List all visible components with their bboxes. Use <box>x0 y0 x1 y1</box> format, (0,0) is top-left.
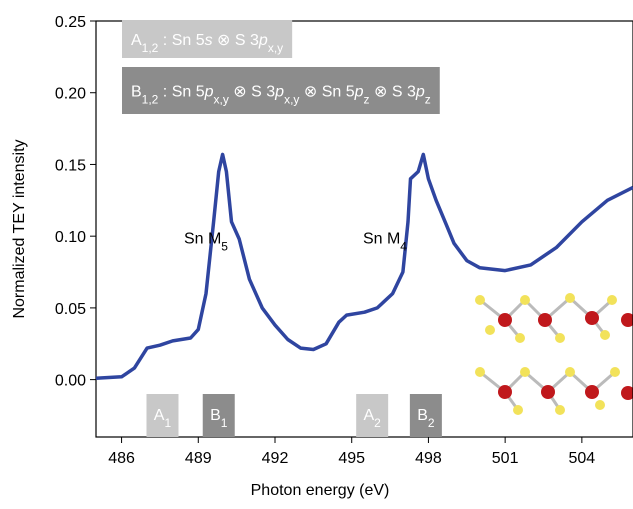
text-run: ⊗ S 3 <box>229 84 275 101</box>
text-run: A <box>154 407 165 424</box>
legend-box-bg <box>122 67 440 114</box>
marker-label: B1 <box>210 407 228 430</box>
marker-box <box>409 394 442 437</box>
marker-box <box>356 394 389 437</box>
x-tick-label: 504 <box>569 450 596 467</box>
x-tick-label: 495 <box>338 450 365 467</box>
legend-box-text: A1,2 : Sn 5s ⊗ S 3px,y <box>131 32 283 55</box>
data-line <box>95 152 633 380</box>
text-run: B <box>417 407 428 424</box>
text-run: ⊗ Sn 5 <box>299 84 354 101</box>
legend-box-bg <box>122 20 293 58</box>
text-run: ⊗ S 3 <box>370 84 416 101</box>
text-run: 1,2 <box>142 93 159 107</box>
text-run: 5 <box>221 239 228 253</box>
legend-box-text: B1,2 : Sn 5px,y ⊗ S 3px,y ⊗ Sn 5pz ⊗ S 3… <box>131 84 431 107</box>
crystal-structure <box>475 293 633 415</box>
marker-label: A1 <box>154 407 172 430</box>
y-axis-title: Normalized TEY intensity <box>11 139 28 318</box>
y-tick-label: 0.20 <box>55 86 86 103</box>
peak-label: Sn M4 <box>363 230 407 253</box>
x-tick-label: 492 <box>262 450 289 467</box>
text-run: A <box>363 407 374 424</box>
y-tick-label: 0.15 <box>55 157 86 174</box>
text-run: p <box>258 32 268 49</box>
marker-box <box>202 394 235 437</box>
text-run: 4 <box>400 239 407 253</box>
text-run: 2 <box>428 416 435 430</box>
text-run: x,y <box>268 41 283 55</box>
marker-box <box>146 394 179 437</box>
peak-label: Sn M5 <box>184 230 228 253</box>
y-tick-label: 0.00 <box>55 373 86 390</box>
x-tick-label: 486 <box>108 450 135 467</box>
marker-label: A2 <box>363 407 381 430</box>
x-tick-label: 501 <box>492 450 519 467</box>
text-run: z <box>425 93 431 107</box>
legend-box: A1,2 : Sn 5s ⊗ S 3px,y <box>122 20 293 58</box>
x-tick-label: 489 <box>185 450 212 467</box>
y-tick-label: 0.05 <box>55 301 86 318</box>
text-run: B <box>210 407 221 424</box>
text-run: z <box>364 93 370 107</box>
legend-box: B1,2 : Sn 5px,y ⊗ S 3px,y ⊗ Sn 5pz ⊗ S 3… <box>122 67 440 114</box>
text-run: p <box>415 84 425 101</box>
y-tick-label: 0.25 <box>55 14 86 31</box>
text-run: x,y <box>214 93 229 107</box>
text-run: 1,2 <box>142 41 159 55</box>
text-run: s <box>205 32 213 49</box>
text-run: Sn M <box>363 230 400 247</box>
text-run: 2 <box>374 416 381 430</box>
text-run: Sn M <box>184 230 221 247</box>
x-tick-label: 498 <box>415 450 442 467</box>
text-run: : Sn 5 <box>158 84 204 101</box>
text-run: p <box>274 84 284 101</box>
x-axis-title: Photon energy (eV) <box>251 482 390 499</box>
y-tick-label: 0.10 <box>55 229 86 246</box>
marker-label: B2 <box>417 407 435 430</box>
text-run: ⊗ S 3 <box>213 32 259 49</box>
text-run: A <box>131 32 142 49</box>
text-run: 1 <box>164 416 171 430</box>
text-run: : Sn 5 <box>158 32 204 49</box>
text-run: 1 <box>221 416 228 430</box>
text-run: x,y <box>284 93 299 107</box>
text-run: B <box>131 84 142 101</box>
text-run: p <box>354 84 364 101</box>
text-run: p <box>204 84 214 101</box>
